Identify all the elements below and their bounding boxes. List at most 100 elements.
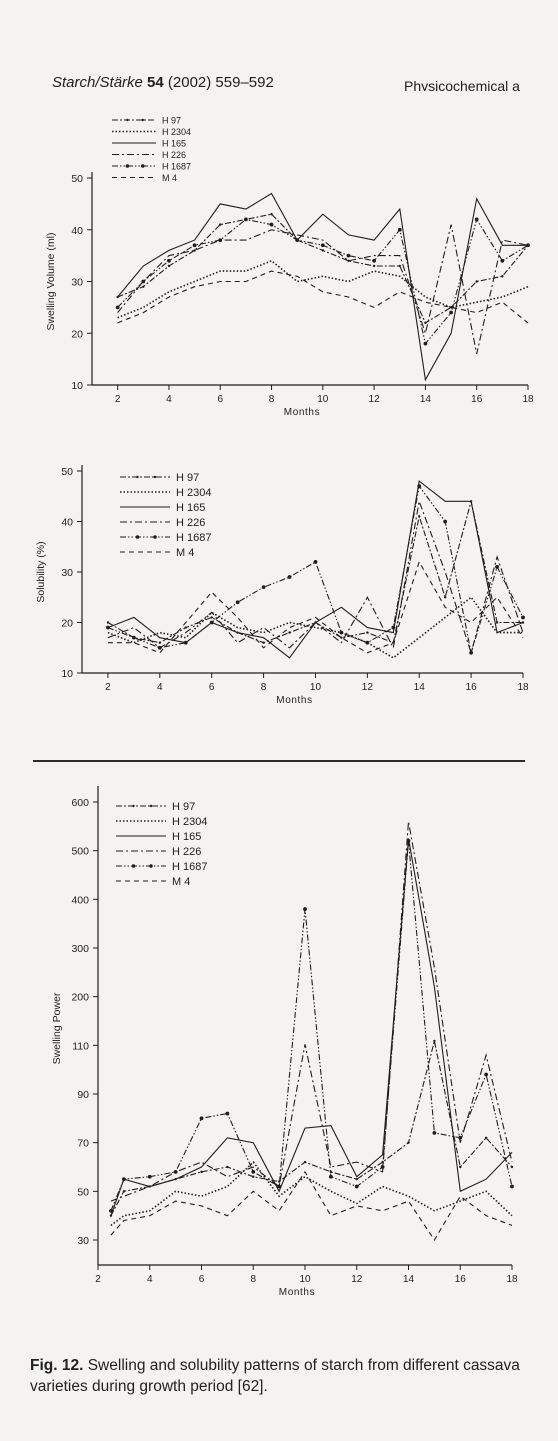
figure-caption: Fig. 12. Swelling and solubility pattern…: [30, 1355, 530, 1397]
data-point: [484, 1136, 488, 1139]
data-point: [313, 560, 318, 564]
data-point: [474, 217, 479, 222]
series-line-h-97: [117, 213, 529, 324]
series-line-h-2304: [110, 1160, 513, 1227]
data-point: [218, 238, 223, 243]
data-point: [270, 213, 273, 216]
legend-label-h-2304: H 2304: [176, 487, 211, 499]
legend-marker: [125, 164, 130, 168]
legend-marker: [149, 864, 153, 868]
section-title: Physicochemical a: [404, 78, 520, 91]
data-point: [391, 625, 396, 630]
data-point: [115, 305, 120, 310]
x-tick-label: 14: [420, 394, 432, 405]
legend-label-h-165: H 165: [172, 831, 201, 843]
legend-marker: [126, 118, 129, 122]
series-line-h-226: [110, 821, 513, 1202]
data-point: [459, 1165, 462, 1169]
swelling-power-chart: 2 4 6 8 10 12 14 16 18 30 50 70 90 110 200 300 400 500 600…: [51, 786, 518, 1298]
solubility-chart: 2 4 6 8 10 12 14 16 18 10 20 30 40 50 Months Solubility…: [35, 465, 529, 706]
y-tick-label: 10: [61, 668, 73, 680]
data-point: [167, 264, 171, 268]
y-tick-label: 200: [71, 992, 89, 1004]
legend-label-h-1687: H 1687: [176, 532, 211, 544]
data-point: [261, 585, 266, 590]
data-point: [484, 1072, 489, 1077]
data-point: [288, 631, 291, 634]
data-point: [346, 253, 351, 258]
data-point: [372, 264, 376, 268]
data-point: [418, 515, 421, 518]
legend-label-h-165: H 165: [176, 502, 205, 514]
x-tick-label: 14: [403, 1274, 415, 1285]
legend-label-h-97: H 97: [176, 472, 199, 484]
x-tick-label: 8: [250, 1274, 256, 1285]
series-line-h-165: [110, 838, 513, 1216]
x-tick-label: 6: [209, 682, 215, 693]
legend-label-m-4: M 4: [176, 547, 194, 559]
legend-label-h-97: H 97: [162, 115, 181, 125]
y-axis-title: Swelling Power: [51, 992, 63, 1064]
data-point: [183, 640, 188, 645]
caption-text: Swelling and solubility patterns of star…: [30, 1357, 520, 1395]
y-tick-label: 30: [71, 277, 83, 289]
y-axis-title: Solubility (%): [35, 541, 47, 602]
y-tick-label: 20: [61, 618, 73, 630]
x-tick-label: 12: [369, 394, 381, 405]
legend-label-h-2304: H 2304: [162, 127, 191, 137]
legend-marker: [153, 475, 157, 479]
data-point: [328, 1174, 333, 1179]
x-tick-label: 14: [414, 682, 426, 693]
series-line-h-226: [107, 499, 524, 655]
series-line-m-4: [110, 1170, 513, 1242]
data-point: [167, 258, 171, 263]
data-point: [173, 1169, 178, 1174]
y-tick-label: 110: [72, 1040, 89, 1052]
data-point: [347, 259, 350, 262]
x-tick-label: 6: [199, 1274, 205, 1285]
x-tick-label: 12: [351, 1274, 363, 1285]
data-point: [495, 621, 499, 624]
y-tick-label: 10: [71, 380, 83, 392]
series-line-h-1687: [110, 840, 513, 1212]
y-tick-label: 90: [77, 1089, 89, 1101]
legend-marker: [153, 535, 157, 539]
x-tick-label: 10: [299, 1274, 311, 1285]
data-point: [192, 243, 197, 248]
legend-marker: [131, 864, 136, 868]
legend-label-h-97: H 97: [172, 801, 195, 813]
data-point: [210, 616, 213, 619]
y-tick-label: 40: [71, 225, 83, 237]
data-point: [380, 1165, 385, 1169]
legend-label-m-4: M 4: [162, 173, 177, 183]
y-tick-label: 50: [77, 1186, 89, 1198]
data-point: [122, 1190, 126, 1193]
data-point: [449, 310, 453, 315]
data-point: [243, 217, 248, 222]
legend-label-h-226: H 226: [162, 150, 186, 160]
data-point: [193, 249, 196, 252]
legend-label-h-165: H 165: [162, 138, 186, 148]
data-point: [495, 565, 499, 569]
data-point: [295, 238, 300, 243]
data-point: [225, 1111, 230, 1116]
data-point: [184, 626, 187, 629]
x-axis-title: Months: [276, 695, 312, 706]
data-point: [469, 650, 474, 655]
x-tick-label: 18: [522, 394, 534, 405]
legend-marker: [135, 535, 140, 539]
x-tick-label: 6: [217, 394, 223, 405]
series-line-h-1687: [117, 218, 529, 345]
y-tick-label: 400: [71, 894, 89, 906]
data-point: [355, 1177, 358, 1181]
data-point: [303, 907, 307, 911]
x-tick-label: 2: [115, 394, 121, 405]
data-point: [158, 641, 162, 644]
y-tick-label: 70: [77, 1138, 89, 1150]
data-point: [235, 600, 240, 605]
data-point: [269, 222, 274, 227]
data-point: [424, 321, 427, 325]
legend-label-h-1687: H 1687: [162, 161, 191, 171]
x-tick-label: 4: [147, 1274, 153, 1285]
data-point: [106, 625, 110, 630]
